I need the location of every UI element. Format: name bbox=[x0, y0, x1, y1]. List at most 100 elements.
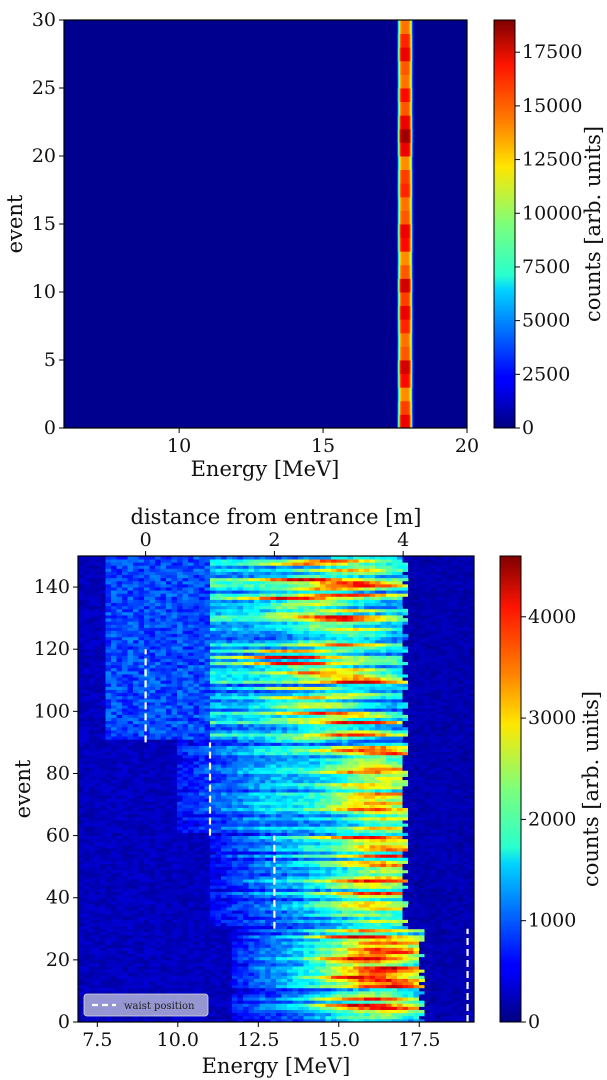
p1-heat-cell bbox=[407, 60, 409, 75]
p2-heat-cell bbox=[89, 910, 95, 914]
p1-heat-cell bbox=[404, 278, 406, 293]
p2-heat-cell bbox=[303, 888, 310, 892]
p2-heat-cell bbox=[430, 894, 436, 899]
p2-heat-cell bbox=[463, 907, 469, 911]
p2-heat-cell bbox=[237, 922, 244, 927]
p2-heat-cell bbox=[259, 860, 266, 864]
p2-heat-cell bbox=[457, 944, 464, 948]
p2-heat-cell bbox=[155, 953, 161, 958]
p2-heat-cell bbox=[320, 882, 326, 886]
p2-heat-cell bbox=[149, 935, 156, 939]
p1-x-tick-label: 10 bbox=[167, 435, 191, 457]
p2-heat-cell bbox=[281, 975, 288, 979]
p1-heat-cell bbox=[401, 264, 403, 279]
p2-heat-cell bbox=[325, 1018, 332, 1023]
p2-heat-cell bbox=[303, 953, 310, 958]
p1-heat-cell bbox=[397, 251, 399, 266]
p1-heat-cell bbox=[405, 101, 407, 116]
p2-heat-cell bbox=[457, 900, 464, 905]
p2-heat-cell bbox=[232, 944, 238, 948]
p2-heat-cell bbox=[265, 947, 271, 951]
p2-heat-cell bbox=[441, 1000, 447, 1004]
p1-heat-cell bbox=[409, 210, 411, 225]
p2-heat-cell bbox=[413, 922, 420, 927]
p2-heat-cell bbox=[397, 897, 403, 902]
p2-heat-cell bbox=[127, 969, 134, 973]
p2-heat-cell bbox=[193, 935, 200, 939]
p2-heat-cell bbox=[133, 860, 139, 864]
p2-heat-cell bbox=[287, 910, 293, 914]
p2-heat-cell bbox=[435, 869, 442, 874]
p2-heat-cell bbox=[166, 919, 172, 923]
p2-heat-cell bbox=[281, 1018, 288, 1023]
p2-heat-cell bbox=[353, 1009, 359, 1014]
p2-heat-cell bbox=[105, 950, 112, 955]
p1-heat-cell bbox=[399, 196, 401, 211]
p2-heat-cell bbox=[463, 953, 469, 958]
p2-heat-cell bbox=[182, 981, 189, 986]
p1-heat-cell bbox=[397, 183, 399, 198]
p2-heat-cell bbox=[166, 907, 172, 911]
p2-heat-cell bbox=[386, 854, 392, 858]
p1-heat-cell bbox=[409, 346, 411, 361]
p2-heat-cell bbox=[358, 953, 365, 958]
p2-heat-cell bbox=[441, 922, 447, 927]
p2-heat-cell bbox=[309, 910, 315, 914]
p2-heat-cell bbox=[320, 997, 326, 1001]
p2-heat-cell bbox=[232, 866, 238, 871]
p2-heat-cell bbox=[210, 907, 216, 911]
p2-heat-cell bbox=[232, 941, 238, 945]
p2-heat-cell bbox=[463, 879, 469, 883]
p2-heat-cell bbox=[314, 987, 321, 992]
p2-heat-cell bbox=[369, 919, 376, 923]
p1-heat-cell bbox=[397, 210, 399, 225]
p2-heat-cell bbox=[358, 879, 365, 883]
p2-heat-cell bbox=[259, 922, 266, 927]
p2-heat-cell bbox=[353, 882, 359, 886]
p2-heat-cell bbox=[441, 935, 447, 939]
p2-heat-cell bbox=[342, 925, 348, 930]
p2-heat-cell bbox=[281, 959, 288, 964]
p2-heat-cell bbox=[254, 913, 260, 917]
p2-heat-cell bbox=[166, 1018, 172, 1023]
p2-heat-cell bbox=[347, 922, 354, 927]
p2-heat-cell bbox=[424, 938, 431, 942]
p2-heat-cell bbox=[463, 910, 469, 914]
p2-heat-cell bbox=[149, 987, 156, 992]
p2-heat-cell bbox=[226, 885, 233, 889]
p2-heat-cell bbox=[94, 978, 101, 983]
p2-heat-cell bbox=[413, 879, 420, 883]
p2-heat-cell bbox=[226, 910, 233, 914]
p2-heat-cell bbox=[402, 1009, 409, 1014]
p2-heat-cell bbox=[160, 984, 167, 989]
p2-heat-cell bbox=[441, 919, 447, 923]
p2-heat-cell bbox=[188, 854, 194, 858]
p1-heat-cell bbox=[409, 156, 411, 170]
p2-heat-cell bbox=[138, 978, 145, 983]
p2-heat-cell bbox=[325, 844, 332, 849]
p1-heat-cell bbox=[403, 305, 405, 320]
p2-heat-cell bbox=[210, 953, 216, 958]
p1-heat-cell bbox=[403, 264, 405, 279]
p1-heat-cell bbox=[411, 360, 413, 374]
p2-heat-cell bbox=[457, 854, 464, 858]
p2-heat-cell bbox=[133, 978, 139, 983]
p2-heat-cell bbox=[364, 997, 370, 1001]
p2-heat-cell bbox=[402, 990, 409, 995]
p2-heat-cell bbox=[226, 975, 233, 979]
p2-heat-cell bbox=[430, 928, 436, 933]
p1-heat-cell bbox=[404, 387, 406, 402]
p2-heat-cell bbox=[320, 972, 326, 976]
p2-heat-cell bbox=[243, 1015, 249, 1020]
p2-heat-cell bbox=[446, 1000, 453, 1004]
p2-heat-cell bbox=[259, 981, 266, 986]
p2-heat-cell bbox=[358, 854, 365, 858]
p2-heat-cell bbox=[281, 888, 288, 892]
p2-heat-cell bbox=[336, 928, 343, 933]
p2-heat-cell bbox=[155, 885, 161, 889]
p1-heat-cell bbox=[405, 210, 407, 225]
p2-heat-cell bbox=[78, 885, 84, 889]
p2-heat-cell bbox=[265, 953, 271, 958]
p2-heat-cell bbox=[424, 969, 431, 973]
p2-heat-cell bbox=[259, 1003, 266, 1007]
